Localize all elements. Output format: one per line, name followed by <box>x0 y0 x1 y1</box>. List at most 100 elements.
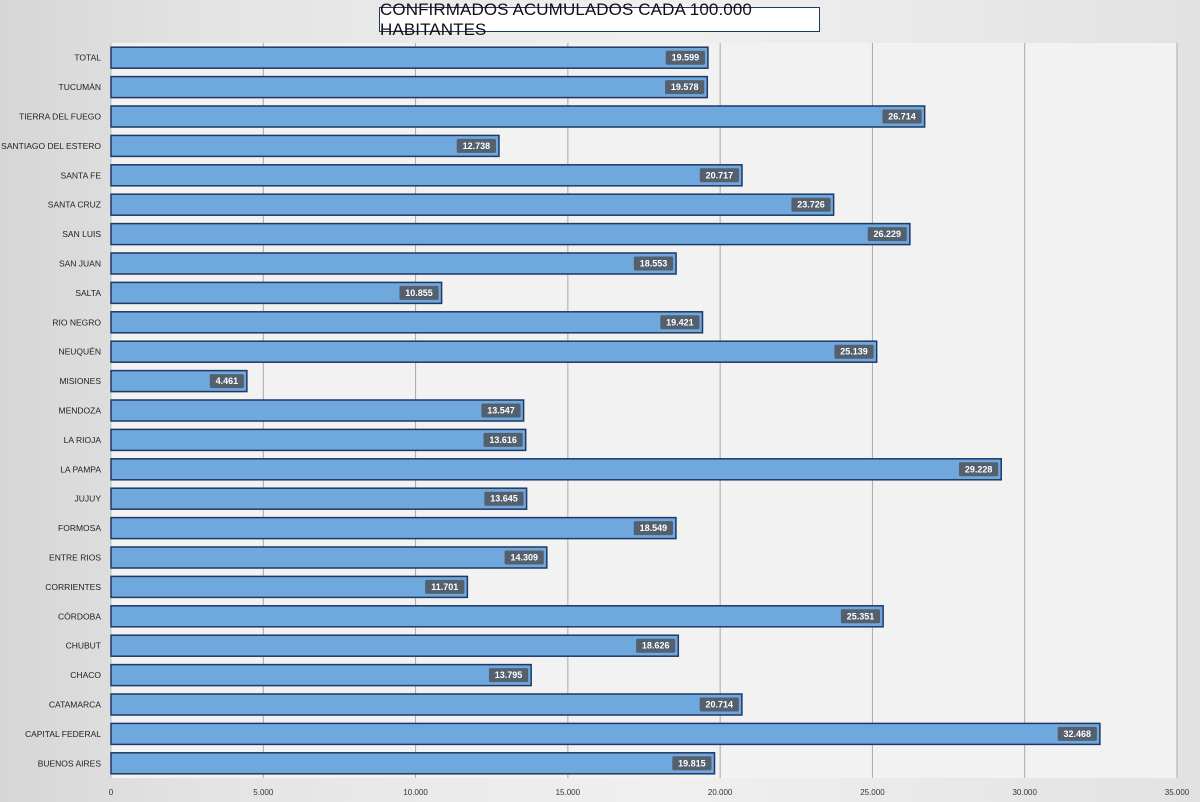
x-tick-label: 35.000 <box>1165 788 1190 797</box>
category-label: CHACO <box>70 670 101 680</box>
bar <box>110 605 884 628</box>
data-label: 19.599 <box>672 53 700 63</box>
data-label-bg <box>840 609 881 624</box>
data-label-bg <box>484 491 524 506</box>
data-label-bg <box>699 697 739 712</box>
data-label: 19.815 <box>678 758 706 768</box>
category-label: LA PAMPA <box>60 464 101 474</box>
x-tick-label: 25.000 <box>860 788 885 797</box>
data-label-bg <box>959 462 999 477</box>
data-label: 26.229 <box>873 229 901 239</box>
data-label: 25.351 <box>847 611 875 621</box>
bar <box>110 340 878 363</box>
category-label: TUCUMÁN <box>59 82 102 92</box>
data-label: 18.626 <box>642 641 670 651</box>
data-label-bg <box>633 521 673 536</box>
bar <box>110 311 704 334</box>
category-label: SAN JUAN <box>59 259 101 269</box>
bar <box>110 722 1101 746</box>
data-label-bg <box>488 668 529 683</box>
data-label: 25.139 <box>840 347 868 357</box>
data-label-bg <box>481 403 521 418</box>
data-label: 13.547 <box>487 406 515 416</box>
data-label: 20.717 <box>706 170 734 180</box>
category-label: CHUBUT <box>66 641 101 651</box>
category-label: LA RIOJA <box>64 435 102 445</box>
data-label: 18.549 <box>640 523 668 533</box>
data-label-bg <box>633 256 674 271</box>
data-label-bg <box>504 550 544 565</box>
data-label: 11.701 <box>431 582 458 592</box>
data-label: 4.461 <box>216 376 239 386</box>
data-label: 13.795 <box>495 670 523 680</box>
bar <box>110 105 926 128</box>
bar <box>110 663 532 687</box>
x-tick-label: 0 <box>109 788 114 797</box>
category-label: MENDOZA <box>59 406 102 416</box>
data-label-bg <box>636 638 676 653</box>
data-label-bg <box>791 197 831 212</box>
data-label: 19.421 <box>666 317 694 327</box>
x-tick-label: 15.000 <box>556 788 581 797</box>
bar <box>110 252 677 275</box>
bar <box>110 546 548 569</box>
category-label: FORMOSA <box>58 523 101 533</box>
category-label: ENTRE RIOS <box>49 553 101 563</box>
x-tick-label: 5.000 <box>253 788 274 797</box>
data-label-bg <box>399 285 439 300</box>
data-label-bg <box>882 109 922 124</box>
category-label: TOTAL <box>74 53 101 63</box>
x-tick-label: 30.000 <box>1012 788 1037 797</box>
category-label: JUJUY <box>75 494 102 504</box>
category-label: SALTA <box>75 288 101 298</box>
data-label-bg <box>660 315 700 330</box>
x-tick-label: 10.000 <box>403 788 428 797</box>
bar <box>110 752 716 775</box>
category-label: CAPITAL FEDERAL <box>25 729 101 739</box>
data-label-bg <box>665 50 705 65</box>
data-label-bg <box>672 756 712 771</box>
data-label-bg <box>867 227 907 242</box>
bar <box>110 46 709 69</box>
bar <box>110 575 469 599</box>
category-label: SANTA FE <box>61 170 102 180</box>
bar <box>110 428 527 452</box>
category-label: BUENOS AIRES <box>38 758 102 768</box>
category-label: CATAMARCA <box>49 700 101 710</box>
category-label: NEUQUÉN <box>58 347 101 357</box>
data-label-bg <box>665 80 705 95</box>
bar <box>110 164 743 187</box>
data-label: 32.468 <box>1064 729 1092 739</box>
data-label-bg <box>425 579 465 594</box>
bar <box>110 693 743 716</box>
category-label: SANTIAGO DEL ESTERO <box>1 141 101 151</box>
data-label: 18.553 <box>640 259 668 269</box>
category-label: CÓRDOBA <box>58 611 101 621</box>
data-label: 13.616 <box>489 435 517 445</box>
category-label: TIERRA DEL FUEGO <box>19 112 101 122</box>
data-label-bg <box>456 138 496 153</box>
data-label-bg <box>1057 726 1097 741</box>
data-label: 29.228 <box>965 464 993 474</box>
bar <box>110 634 680 657</box>
x-tick-label: 20.000 <box>708 788 733 797</box>
data-label: 13.645 <box>490 494 518 504</box>
bar <box>110 487 528 510</box>
data-label-bg <box>699 168 739 183</box>
data-label-bg <box>209 374 244 389</box>
data-label-bg <box>834 344 874 359</box>
bar <box>110 193 835 216</box>
bar <box>110 75 709 99</box>
category-label: SANTA CRUZ <box>48 200 101 210</box>
category-label: SAN LUIS <box>62 229 101 239</box>
bar <box>110 399 525 422</box>
data-label-bg <box>483 432 523 447</box>
data-label: 23.726 <box>797 200 825 210</box>
category-label: RIO NEGRO <box>52 317 101 327</box>
data-label: 10.855 <box>405 288 433 298</box>
bar <box>110 458 1002 481</box>
bar <box>110 134 500 158</box>
bar <box>110 281 443 305</box>
bar <box>110 222 911 246</box>
